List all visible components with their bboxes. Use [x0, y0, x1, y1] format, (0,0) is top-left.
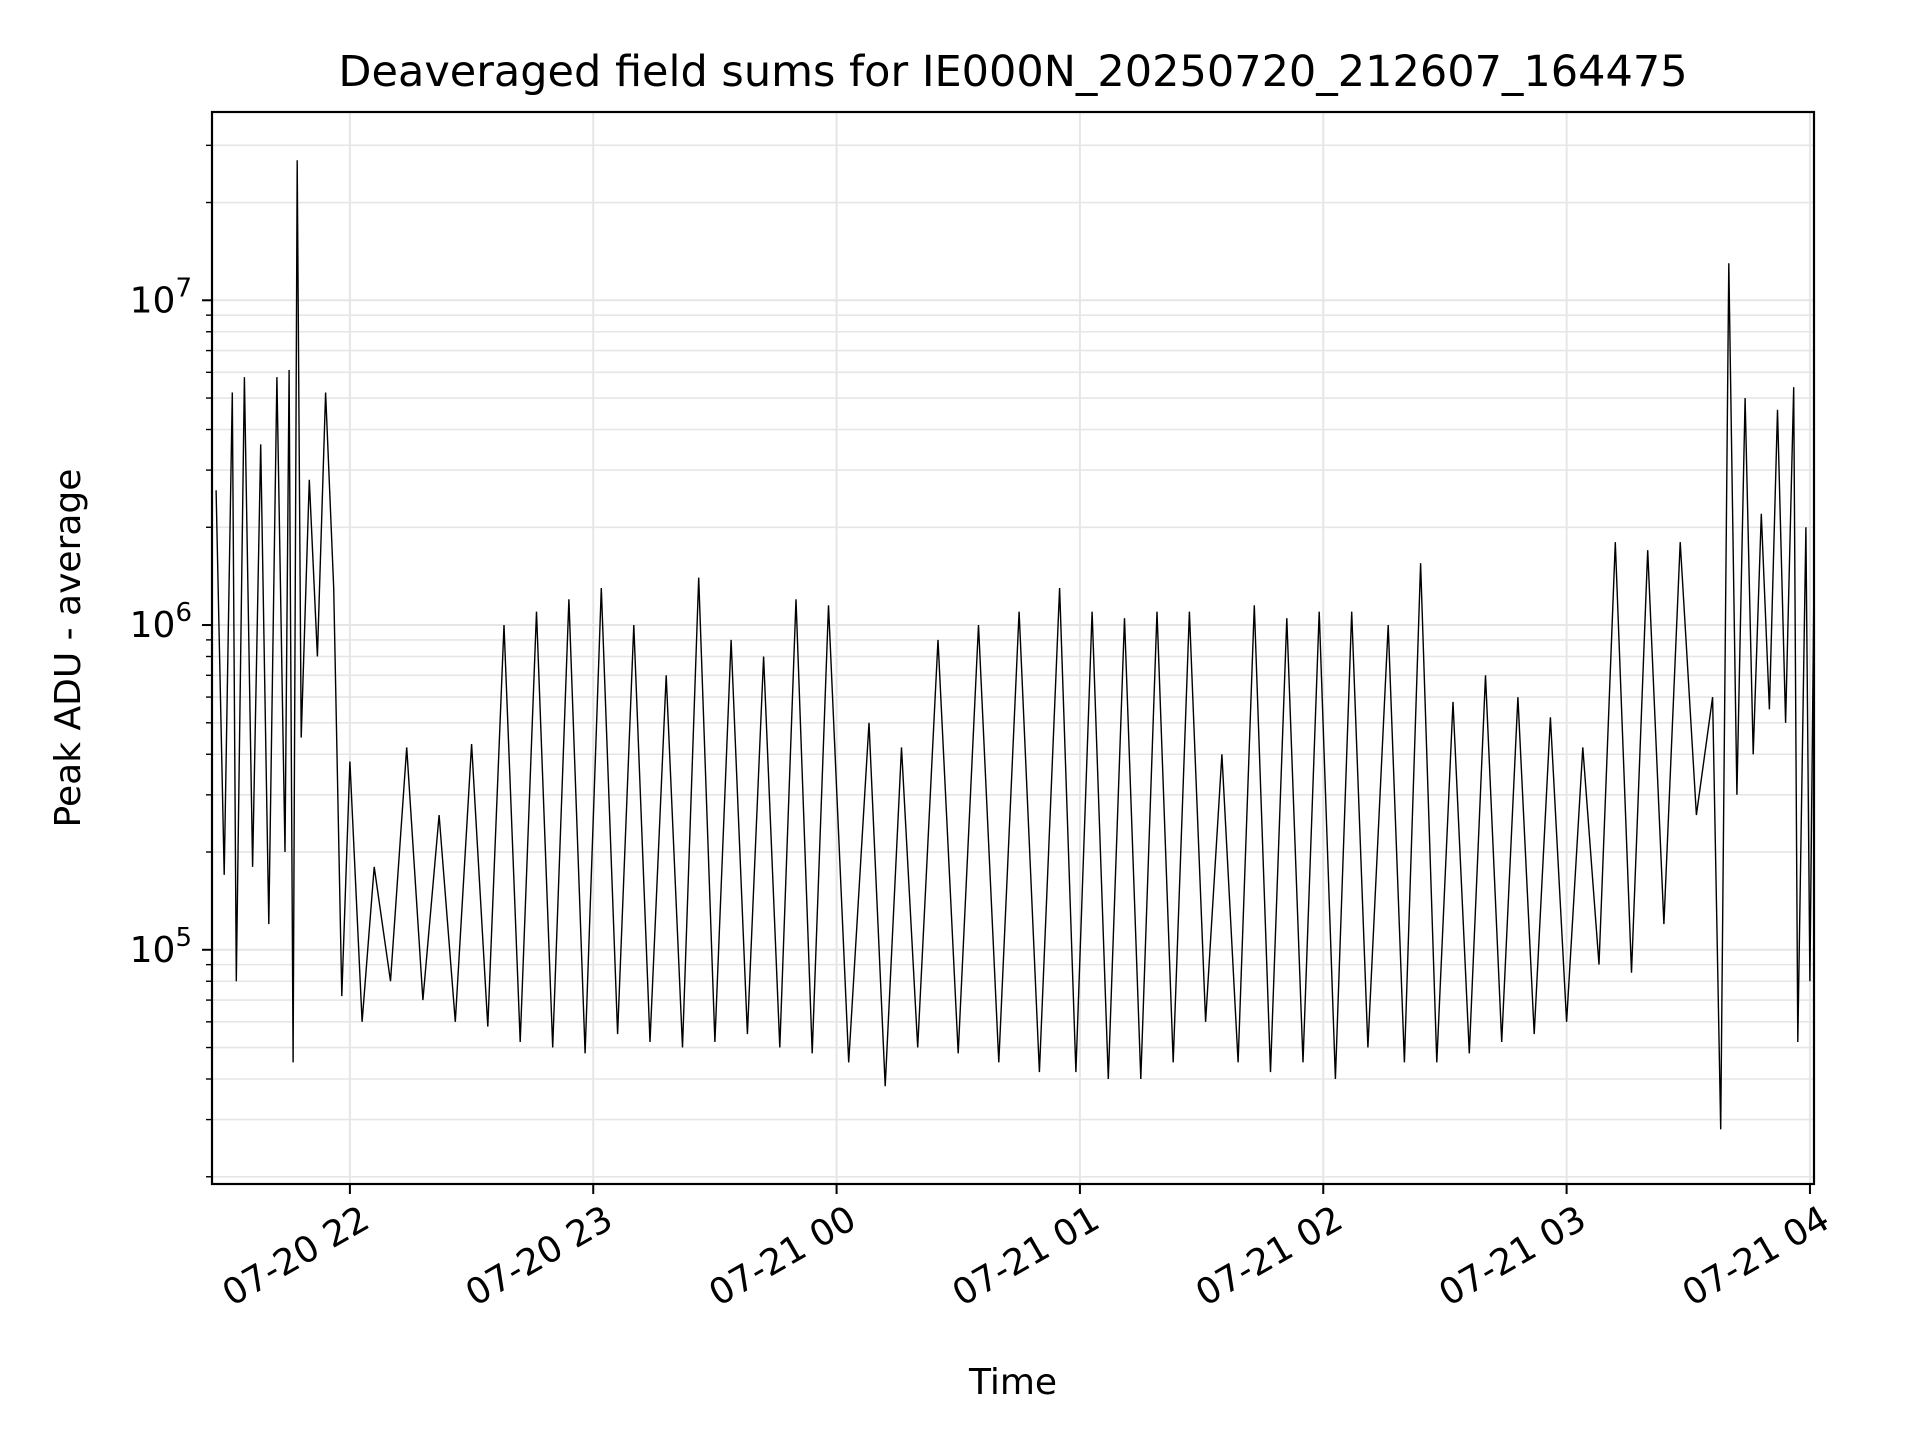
x-axis-label: Time — [968, 1362, 1057, 1403]
x-tick-label: 07-21 03 — [1432, 1198, 1593, 1314]
x-tick-label: 07-21 04 — [1676, 1198, 1837, 1314]
x-tick-label: 07-21 01 — [946, 1198, 1107, 1314]
x-tick-label: 07-21 00 — [702, 1198, 863, 1314]
x-tick-label: 07-20 23 — [459, 1198, 620, 1314]
series-line — [215, 160, 1815, 1130]
plot-frame — [210, 110, 1816, 1186]
y-axis: 105 106 107 — [130, 144, 212, 1178]
y-tick-label: 106 — [130, 598, 192, 646]
x-tick-label: 07-20 22 — [216, 1198, 377, 1314]
x-tick-label: 07-21 02 — [1189, 1198, 1350, 1314]
grid — [212, 112, 1814, 1184]
y-tick-label: 107 — [130, 273, 192, 321]
x-axis: 07-20 22 07-20 23 07-21 00 07-21 01 07-21 02… — [216, 1184, 1837, 1315]
y-axis-label: Peak ADU - average — [48, 469, 89, 828]
chart-title: Deaveraged field sums for IE000N_2025072… — [338, 47, 1687, 97]
series-layer — [215, 160, 1815, 1130]
y-tick-label: 105 — [130, 923, 192, 971]
